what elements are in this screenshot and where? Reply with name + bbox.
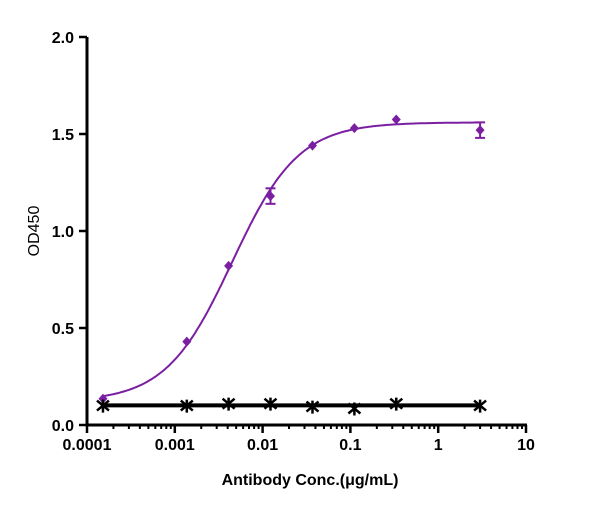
x-tick-label: 0.0001 [63,437,112,454]
data-point [221,397,236,411]
y-axis-label: OD450 [26,206,43,257]
axes: 0.0 0.5 1.0 1.5 2.0 0.0001 0.001 0.01 0.1 1 10 [52,30,535,454]
series-0 [98,114,486,404]
data-point [224,260,234,271]
fit-curve [102,121,481,398]
marks [96,114,487,416]
data-point [389,397,404,411]
x-axis-label: Antibody Conc.(μg/mL) [222,472,399,489]
data-point [180,399,194,413]
data-point [475,125,485,136]
data-point [265,191,275,202]
x-tick-label: 1 [434,437,443,454]
data-point [305,400,320,414]
data-point [347,402,362,416]
y-tick-label: 1.5 [52,127,74,144]
data-point [349,123,359,134]
y-tick-label: 1.0 [52,224,74,241]
x-tick-label: 10 [517,437,535,454]
data-point [473,399,487,413]
y-tick-label: 2.0 [52,30,74,47]
x-tick-label: 0.01 [247,437,278,454]
y-tick-label: 0.5 [52,321,74,338]
data-point [182,336,192,347]
data-point [98,393,108,404]
x-tick-label: 0.1 [339,437,361,454]
y-tick-label: 0.0 [52,418,74,435]
data-point [96,399,110,413]
data-point [307,140,317,151]
series-1 [96,397,487,416]
data-point [391,114,401,125]
data-point [263,397,278,411]
x-tick-label: 0.001 [155,437,195,454]
